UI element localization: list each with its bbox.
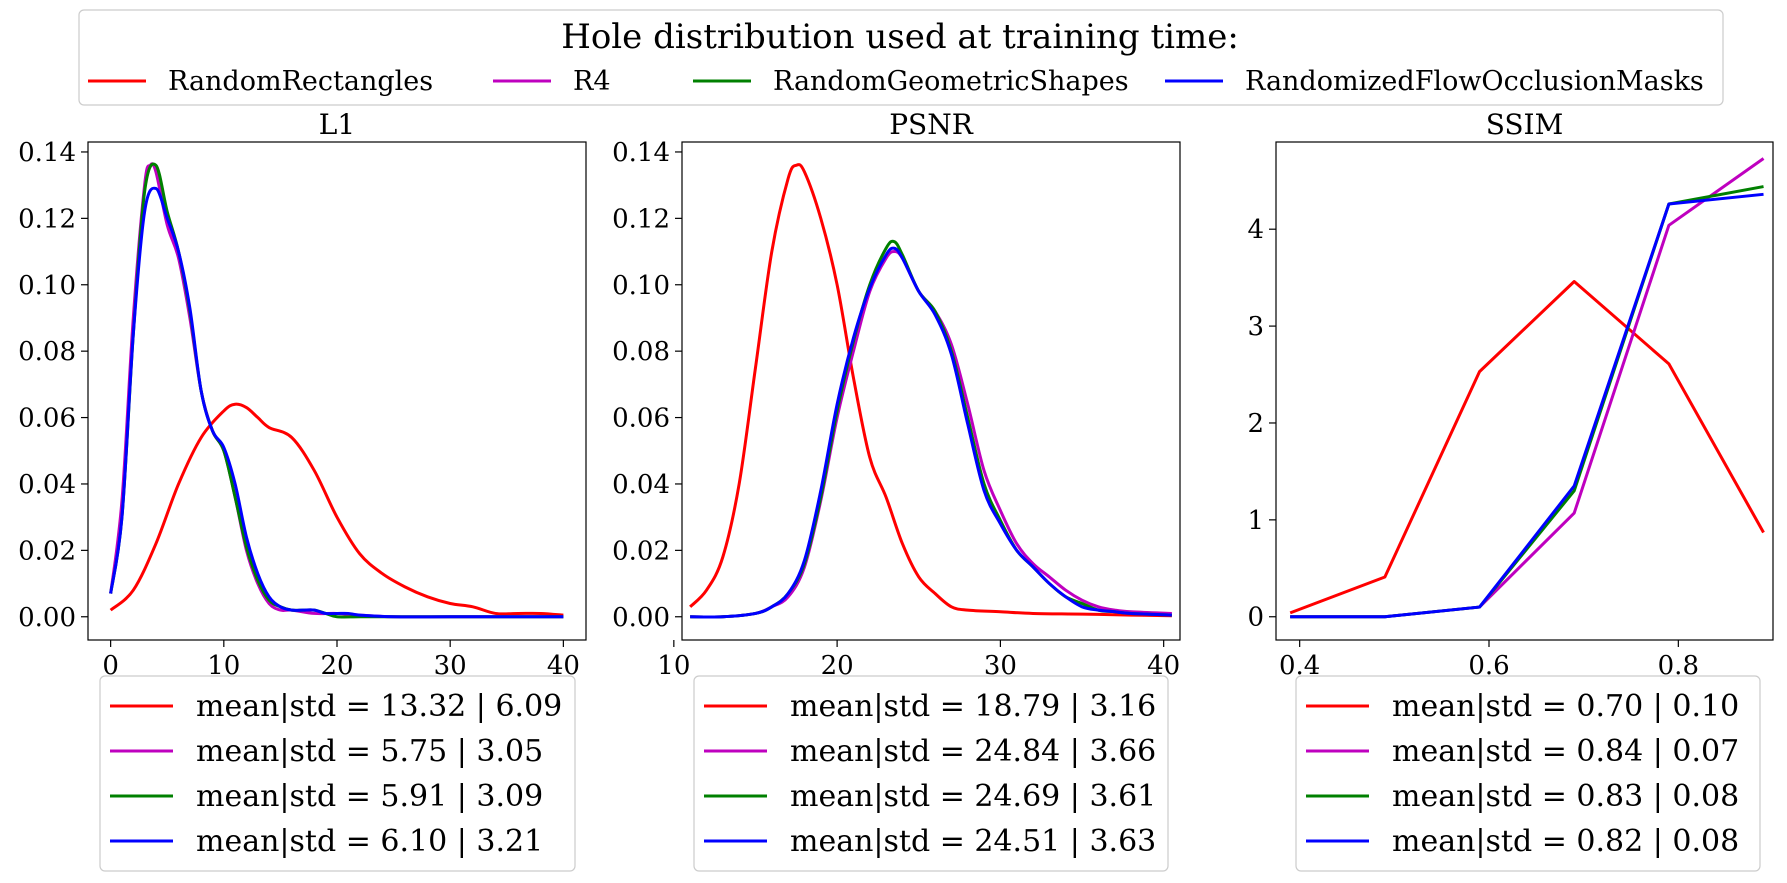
panel-l1: L10 10 20 30 400.000.020.040.060.080.100.120… bbox=[18, 108, 587, 872]
y-tick-label: 0.10 bbox=[612, 271, 670, 301]
y-tick-label: 1 bbox=[1247, 506, 1264, 536]
panel-title: PSNR bbox=[889, 108, 974, 141]
panel-legend-frame bbox=[99, 675, 576, 872]
y-tick-label: 4 bbox=[1247, 215, 1264, 245]
panel-legend-item: mean|std = 24.69 | 3.61 bbox=[704, 779, 1156, 814]
y-tick-label: 0.08 bbox=[612, 337, 670, 367]
y-tick-label: 0.14 bbox=[18, 138, 76, 168]
panel-legend-item: mean|std = 5.75 | 3.05 bbox=[110, 734, 543, 769]
panel-legend-item: mean|std = 18.79 | 3.16 bbox=[704, 689, 1156, 724]
panel-legend-item: mean|std = 24.51 | 3.63 bbox=[704, 824, 1156, 859]
y-tick-label: 0.04 bbox=[612, 470, 670, 500]
y-tick-label: 0.06 bbox=[612, 404, 670, 434]
y-tick-label: 0.12 bbox=[612, 204, 670, 234]
top-legend-item: R4 bbox=[493, 66, 611, 97]
top-legend-item: RandomGeometricShapes bbox=[693, 66, 1129, 97]
x-tick-label: 0 bbox=[102, 651, 119, 681]
y-tick-label: 0.08 bbox=[18, 337, 76, 367]
top-legend-item: RandomRectangles bbox=[88, 66, 433, 97]
panel-legend-label: mean|std = 13.32 | 6.09 bbox=[196, 689, 562, 724]
y-tick-label: 0.06 bbox=[18, 404, 76, 434]
panel-legend-label: mean|std = 5.91 | 3.09 bbox=[196, 779, 543, 814]
panel-title: SSIM bbox=[1486, 108, 1564, 141]
y-tick-label: 2 bbox=[1247, 409, 1264, 439]
panel-legend: mean|std = 18.79 | 3.16 mean|std = 24.84 … bbox=[693, 675, 1169, 872]
top-legend: Hole distribution used at training time:… bbox=[78, 9, 1724, 106]
panel-legend-item: mean|std = 13.32 | 6.09 bbox=[110, 689, 562, 724]
top-legend-label: RandomizedFlowOcclusionMasks bbox=[1245, 66, 1704, 97]
panel-legend-item: mean|std = 0.70 | 0.10 bbox=[1306, 689, 1739, 724]
panel-legend-label: mean|std = 0.70 | 0.10 bbox=[1392, 689, 1739, 724]
panel-legend-item: mean|std = 24.84 | 3.66 bbox=[704, 734, 1156, 769]
series-group bbox=[109, 162, 564, 619]
series-line-RandomRectangles bbox=[109, 402, 564, 617]
y-tick-label: 0 bbox=[1247, 603, 1264, 633]
panel-legend-label: mean|std = 0.82 | 0.08 bbox=[1392, 824, 1739, 859]
top-legend-label: RandomGeometricShapes bbox=[773, 66, 1129, 97]
panel-legend-item: mean|std = 0.84 | 0.07 bbox=[1306, 734, 1739, 769]
series-line-RandomizedFlowOcclusionMasks bbox=[690, 246, 1172, 619]
top-legend-item: RandomizedFlowOcclusionMasks bbox=[1165, 66, 1704, 97]
axes-frame bbox=[1275, 141, 1774, 641]
series-line-RandomizedFlowOcclusionMasks bbox=[1290, 192, 1764, 619]
top-legend-frame bbox=[78, 9, 1724, 106]
series-line-RandomGeometricShapes bbox=[109, 162, 564, 619]
panel-legend-label: mean|std = 0.83 | 0.08 bbox=[1392, 779, 1739, 814]
series-group bbox=[689, 163, 1172, 619]
axes-frame bbox=[681, 141, 1181, 641]
series-group bbox=[1289, 157, 1765, 619]
y-tick-label: 0.10 bbox=[18, 271, 76, 301]
panel-legend-label: mean|std = 0.84 | 0.07 bbox=[1392, 734, 1739, 769]
panel-title: L1 bbox=[319, 108, 355, 141]
panel-legend-label: mean|std = 6.10 | 3.21 bbox=[196, 824, 543, 859]
panel-legend-item: mean|std = 0.82 | 0.08 bbox=[1306, 824, 1739, 859]
y-tick-label: 0.02 bbox=[18, 536, 76, 566]
x-tick-label: 10 bbox=[657, 651, 690, 681]
top-legend-items: RandomRectangles R4 RandomGeometricShapes R… bbox=[88, 66, 1704, 97]
series-line-RandomRectangles bbox=[689, 163, 1172, 618]
panel-legend-label: mean|std = 18.79 | 3.16 bbox=[790, 689, 1156, 724]
panels: L10 10 20 30 400.000.020.040.060.080.100.120… bbox=[18, 108, 1774, 872]
y-tick-label: 0.14 bbox=[612, 138, 670, 168]
series-line-RandomizedFlowOcclusionMasks bbox=[109, 186, 564, 619]
panel-legend-label: mean|std = 24.84 | 3.66 bbox=[790, 734, 1156, 769]
y-tick-label: 0.12 bbox=[18, 204, 76, 234]
top-legend-label: R4 bbox=[573, 66, 611, 97]
top-legend-title: Hole distribution used at training time: bbox=[561, 17, 1239, 57]
panel-legend: mean|std = 0.70 | 0.10 mean|std = 0.84 | … bbox=[1295, 675, 1761, 872]
y-tick-label: 0.00 bbox=[18, 603, 76, 633]
panel-legend: mean|std = 13.32 | 6.09 mean|std = 5.75 |… bbox=[99, 675, 576, 872]
top-legend-label: RandomRectangles bbox=[168, 66, 433, 97]
panel-legend-label: mean|std = 24.51 | 3.63 bbox=[790, 824, 1156, 859]
panel-legend-item: mean|std = 0.83 | 0.08 bbox=[1306, 779, 1739, 814]
panel-legend-label: mean|std = 24.69 | 3.61 bbox=[790, 779, 1156, 814]
y-tick-label: 3 bbox=[1247, 312, 1264, 342]
y-tick-label: 0.02 bbox=[612, 536, 670, 566]
y-tick-label: 0.00 bbox=[612, 603, 670, 633]
panel-legend-label: mean|std = 5.75 | 3.05 bbox=[196, 734, 543, 769]
panel-legend-item: mean|std = 5.91 | 3.09 bbox=[110, 779, 543, 814]
y-tick-label: 0.04 bbox=[18, 470, 76, 500]
series-line-RandomRectangles bbox=[1289, 280, 1765, 615]
panel-legend-frame bbox=[1295, 675, 1761, 872]
panel-legend-item: mean|std = 6.10 | 3.21 bbox=[110, 824, 543, 859]
panel-legend-frame bbox=[693, 675, 1169, 872]
